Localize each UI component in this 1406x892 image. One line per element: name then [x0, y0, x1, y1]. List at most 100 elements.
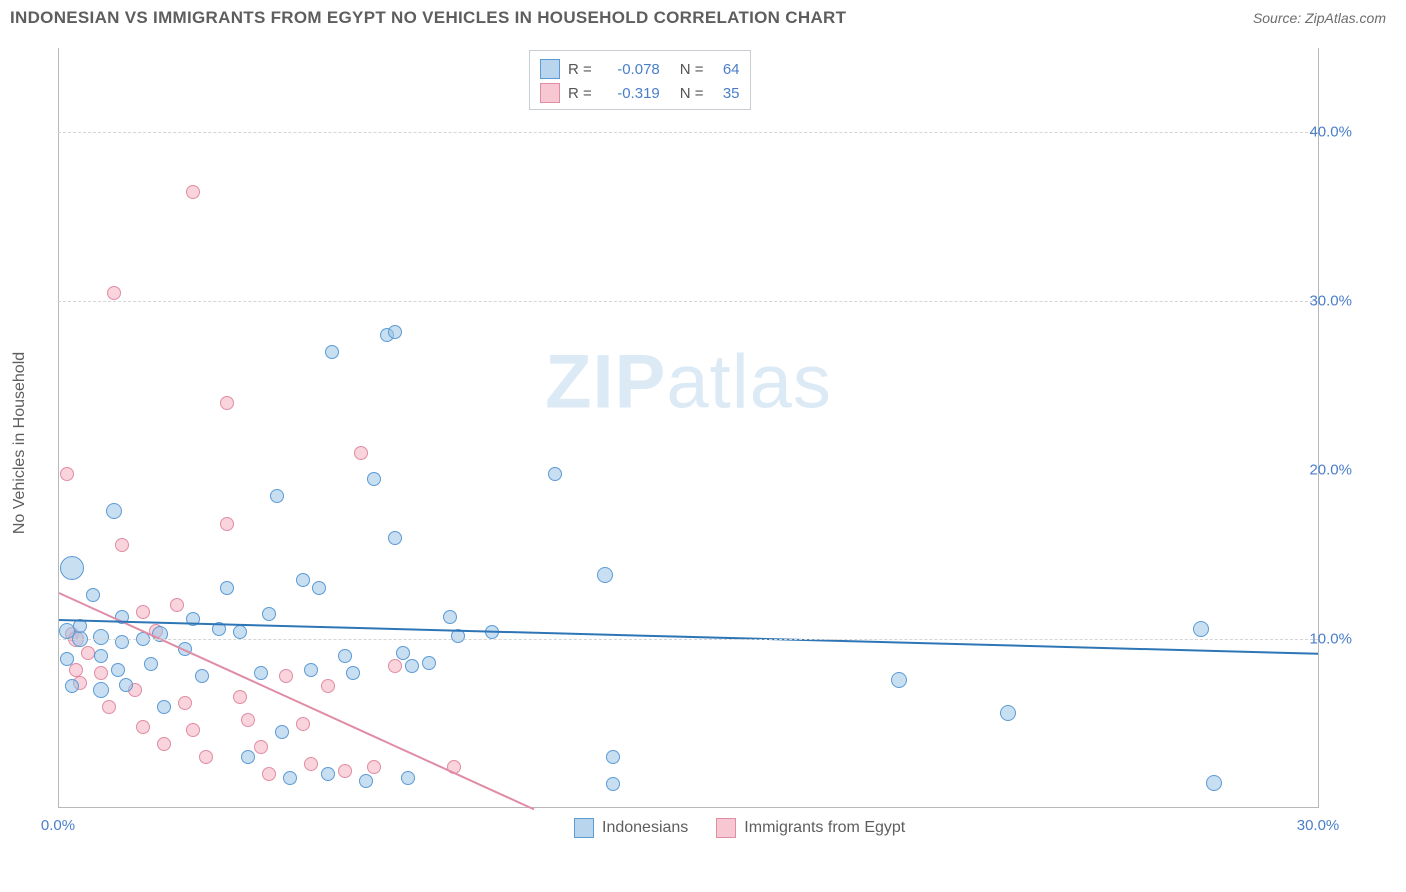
data-point [325, 345, 339, 359]
data-point [144, 657, 158, 671]
data-point [296, 717, 310, 731]
data-point [60, 467, 74, 481]
data-point [220, 396, 234, 410]
data-point [254, 666, 268, 680]
data-point [60, 556, 84, 580]
legend-label-blue: Indonesians [602, 819, 688, 837]
legend-item-blue: Indonesians [574, 818, 688, 838]
y-tick-label: 20.0% [1309, 462, 1352, 479]
data-point [241, 750, 255, 764]
data-point [186, 185, 200, 199]
watermark: ZIPatlas [545, 338, 832, 425]
data-point [115, 538, 129, 552]
data-point [233, 625, 247, 639]
data-point [338, 649, 352, 663]
data-point [1193, 621, 1209, 637]
trend-line [59, 619, 1319, 655]
x-tick-label: 30.0% [1297, 817, 1340, 834]
data-point [279, 669, 293, 683]
data-point [220, 517, 234, 531]
data-point [199, 750, 213, 764]
data-point [606, 750, 620, 764]
data-point [396, 646, 410, 660]
data-point [443, 610, 457, 624]
swatch-blue-icon [574, 818, 594, 838]
r-label: R = [568, 61, 592, 78]
data-point [170, 598, 184, 612]
data-point [106, 503, 122, 519]
data-point [270, 489, 284, 503]
data-point [1000, 705, 1016, 721]
y-tick-label: 30.0% [1309, 293, 1352, 310]
data-point [346, 666, 360, 680]
r-value-pink: -0.319 [600, 85, 660, 102]
data-point [296, 573, 310, 587]
data-point [65, 679, 79, 693]
data-point [354, 446, 368, 460]
data-point [102, 700, 116, 714]
legend-item-pink: Immigrants from Egypt [716, 818, 905, 838]
data-point [94, 666, 108, 680]
data-point [262, 767, 276, 781]
data-point [312, 581, 326, 595]
data-point [241, 713, 255, 727]
r-value-blue: -0.078 [600, 61, 660, 78]
data-point [304, 757, 318, 771]
data-point [157, 700, 171, 714]
data-point [94, 649, 108, 663]
y-tick-label: 10.0% [1309, 631, 1352, 648]
data-point [254, 740, 268, 754]
data-point [891, 672, 907, 688]
data-point [338, 764, 352, 778]
data-point [1206, 775, 1222, 791]
source-name: ZipAtlas.com [1305, 10, 1386, 26]
grid-line [58, 301, 1318, 302]
data-point [60, 652, 74, 666]
data-point [321, 679, 335, 693]
data-point [548, 467, 562, 481]
data-point [597, 567, 613, 583]
plot-area: ZIPatlas R = -0.078 N = 64 R = -0.319 N … [58, 48, 1318, 808]
swatch-blue-icon [540, 59, 560, 79]
watermark-rest: atlas [666, 339, 832, 424]
data-point [136, 605, 150, 619]
data-point [195, 669, 209, 683]
data-point [186, 723, 200, 737]
data-point [606, 777, 620, 791]
x-tick-label: 0.0% [41, 817, 75, 834]
swatch-pink-icon [716, 818, 736, 838]
data-point [388, 531, 402, 545]
data-point [304, 663, 318, 677]
grid-line [58, 639, 1318, 640]
stats-row-blue: R = -0.078 N = 64 [540, 57, 740, 81]
y-axis-label: No Vehicles in Household [11, 352, 29, 534]
data-point [115, 635, 129, 649]
n-value-blue: 64 [712, 61, 740, 78]
data-point [388, 659, 402, 673]
data-point [86, 588, 100, 602]
r-label: R = [568, 85, 592, 102]
legend-label-pink: Immigrants from Egypt [744, 819, 905, 837]
data-point [321, 767, 335, 781]
data-point [283, 771, 297, 785]
data-point [178, 696, 192, 710]
data-point [367, 472, 381, 486]
y-tick-label: 40.0% [1309, 124, 1352, 141]
n-label: N = [680, 85, 704, 102]
data-point [107, 286, 121, 300]
source-attribution: Source: ZipAtlas.com [1253, 10, 1386, 26]
data-point [401, 771, 415, 785]
series-legend: Indonesians Immigrants from Egypt [568, 816, 911, 840]
data-point [388, 325, 402, 339]
right-axis-line [1318, 48, 1319, 808]
n-value-pink: 35 [712, 85, 740, 102]
data-point [93, 682, 109, 698]
n-label: N = [680, 61, 704, 78]
data-point [275, 725, 289, 739]
chart-title: INDONESIAN VS IMMIGRANTS FROM EGYPT NO V… [10, 8, 846, 28]
data-point [405, 659, 419, 673]
data-point [157, 737, 171, 751]
data-point [422, 656, 436, 670]
chart-container: No Vehicles in Household ZIPatlas R = -0… [48, 48, 1348, 838]
data-point [359, 774, 373, 788]
